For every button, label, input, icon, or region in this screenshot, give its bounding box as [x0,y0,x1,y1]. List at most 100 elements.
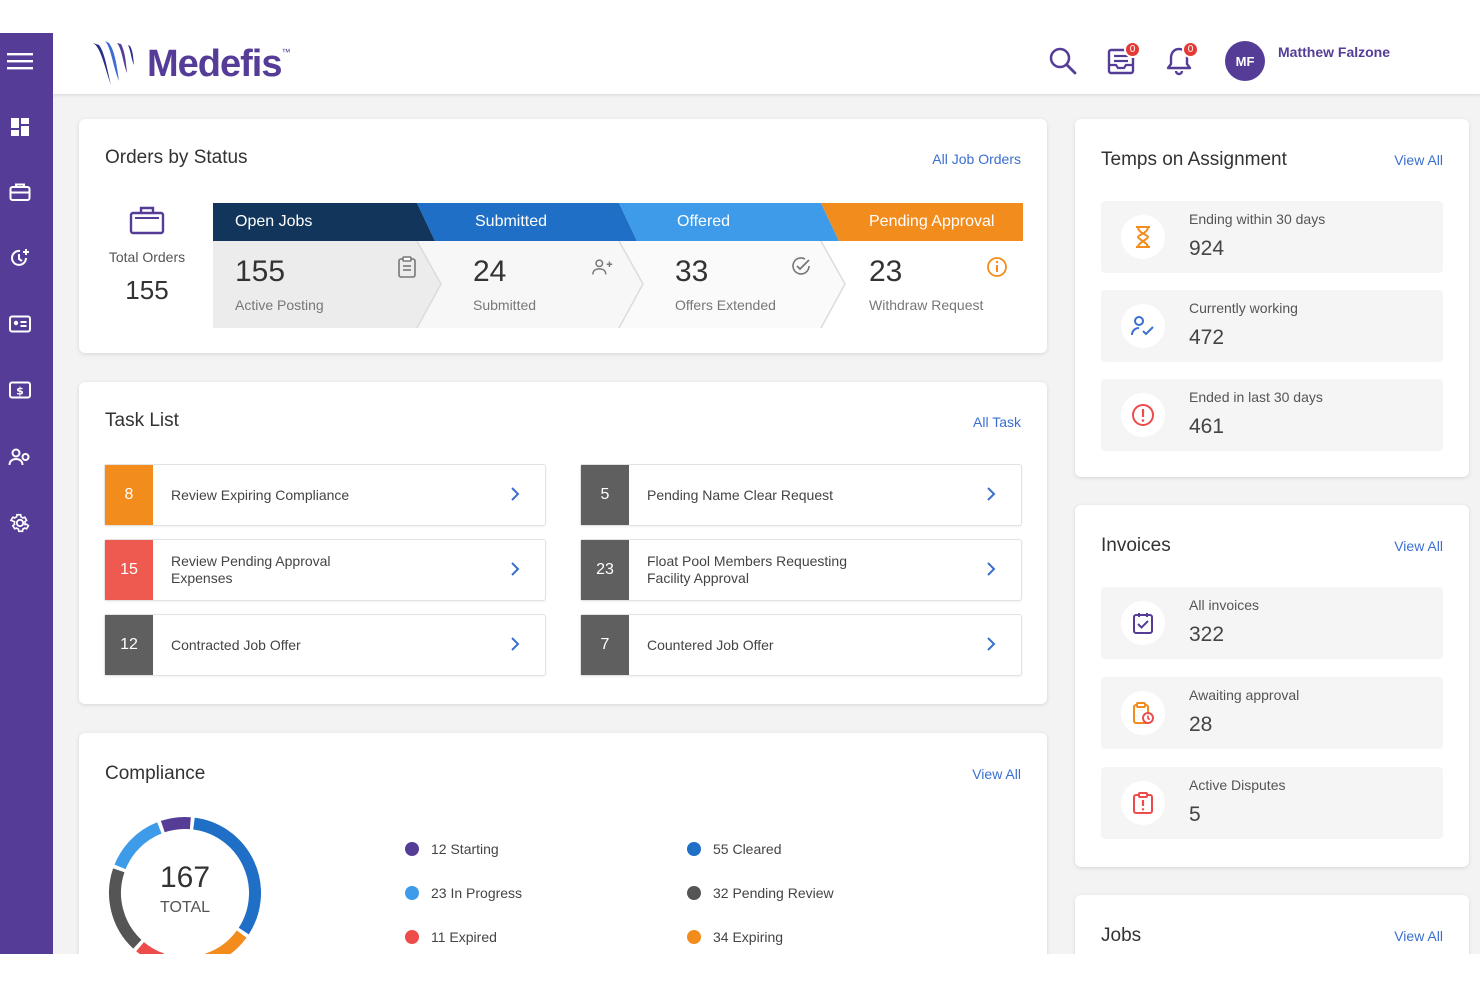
compliance-card: Compliance View All 167 TOTAL 12 Startin… [79,733,1047,954]
stat-label: Currently working [1189,300,1298,316]
stat-value: 924 [1189,237,1225,260]
temps-view-all-link[interactable]: View All [1394,152,1443,168]
users-icon[interactable] [6,443,34,471]
stat-ending-within-30-days[interactable]: Ending within 30 days 924 [1101,201,1443,273]
notifications-button[interactable]: 0 [1161,41,1199,79]
offered-value: 33 [675,255,709,288]
stat-ended-in-last-30-days[interactable]: Ended in last 30 days 461 [1101,379,1443,451]
task-count: 23 [581,540,629,600]
calendar-check-icon [1121,601,1165,645]
avatar[interactable]: MF [1225,41,1265,81]
jobs-view-all-link[interactable]: View All [1394,928,1443,944]
chevron-right-icon [511,562,520,576]
dollar-icon[interactable]: $ [6,376,34,404]
compliance-view-all-link[interactable]: View All [972,766,1021,782]
donut-segment [114,822,162,870]
legend-pending-review[interactable]: 32 Pending Review [687,885,834,901]
dashboard-icon[interactable] [6,113,34,141]
stat-all-invoices[interactable]: All invoices 322 [1101,587,1443,659]
task-label: Review Pending Approval Expenses [171,553,331,586]
gear-icon[interactable] [6,509,34,537]
notifications-badge: 0 [1182,41,1199,58]
task-label: Contracted Job Offer [171,636,301,653]
info-icon [987,257,1007,277]
all-job-orders-link[interactable]: All Job Orders [932,151,1021,167]
inbox-button[interactable]: 0 [1103,41,1141,79]
legend-label: 34 Expiring [713,929,784,945]
search-icon[interactable] [1045,43,1081,79]
open-jobs-sub: Active Posting [235,297,324,313]
stat-label: Ending within 30 days [1189,211,1326,227]
all-task-link[interactable]: All Task [973,414,1021,430]
task-review-pending-approval-expenses[interactable]: 15 Review Pending Approval Expenses [104,539,546,601]
segment-open-jobs-header[interactable]: Open Jobs [235,213,313,230]
chevron-right-icon [987,487,996,501]
legend-expired[interactable]: 11 Expired [405,929,497,945]
stat-label: All invoices [1189,597,1260,613]
chevron-right-icon [987,637,996,651]
temps-title: Temps on Assignment [1101,149,1287,170]
stat-value: 461 [1189,415,1225,438]
stat-value: 322 [1189,623,1225,646]
stat-value: 5 [1189,803,1201,826]
task-label: Pending Name Clear Request [647,486,833,503]
legend-cleared[interactable]: 55 Cleared [687,841,782,857]
segment-offered[interactable]: 33 Offers Extended [653,241,821,328]
task-pending-name-clear-request[interactable]: 5 Pending Name Clear Request [580,464,1022,526]
segment-submitted-header[interactable]: Submitted [475,213,548,230]
stat-value: 28 [1189,713,1213,736]
task-count: 12 [105,615,153,675]
invoices-title: Invoices [1101,535,1171,556]
task-countered-job-offer[interactable]: 7 Countered Job Offer [580,614,1022,676]
segment-pending-approval[interactable]: 23 Withdraw Request [847,241,1023,328]
task-contracted-job-offer[interactable]: 12 Contracted Job Offer [104,614,546,676]
medefis-logo[interactable]: Medefis ™ [91,39,290,89]
user-name[interactable]: Matthew Falzone [1278,44,1391,60]
stat-currently-working[interactable]: Currently working 472 [1101,290,1443,362]
pipeline-background [213,203,1023,329]
chevron-right-icon [511,637,520,651]
medefis-logo-mark [93,41,134,85]
task-label: Float Pool Members Requesting Facility A… [647,553,847,586]
invoices-view-all-link[interactable]: View All [1394,538,1443,554]
task-float-pool-members[interactable]: 23 Float Pool Members Requesting Facilit… [580,539,1022,601]
users-add-icon [592,259,613,275]
segment-open-jobs[interactable]: 155 Active Posting [213,241,417,328]
task-label: Countered Job Offer [647,636,774,653]
clipboard-clock-icon [1121,691,1165,735]
inbox-icon [1107,48,1135,75]
task-count: 8 [105,465,153,525]
legend-starting[interactable]: 12 Starting [405,841,499,857]
clock-add-icon[interactable] [6,244,34,272]
task-count: 5 [581,465,629,525]
id-card-icon[interactable] [6,310,34,338]
sidebar: $ [0,33,53,954]
orders-by-status-card: Orders by Status All Job Orders Total Or… [79,119,1047,353]
task-count: 7 [581,615,629,675]
legend-in-progress[interactable]: 23 In Progress [405,885,522,901]
segment-submitted[interactable]: 24 Submitted [451,241,619,328]
menu-icon[interactable] [6,47,34,75]
segment-pending-approval-header[interactable]: Pending Approval [869,213,995,230]
total-orders-label: Total Orders [108,249,186,265]
task-review-expiring-compliance[interactable]: 8 Review Expiring Compliance [104,464,546,526]
task-list-title: Task List [105,410,179,431]
legend-dot [405,886,419,900]
legend-expiring[interactable]: 34 Expiring [687,929,783,945]
top-header: Medefis ™ 0 0 MF Matthew Falzone [53,33,1480,95]
stat-active-disputes[interactable]: Active Disputes 5 [1101,767,1443,839]
legend-dot [405,842,419,856]
donut-segment [193,817,261,935]
briefcase-icon[interactable] [6,178,34,206]
open-jobs-value: 155 [235,255,286,288]
hourglass-icon [1121,215,1165,259]
invoices-card: Invoices View All All invoices 322 Await… [1075,505,1469,867]
legend-label: 55 Cleared [713,841,782,857]
segment-offered-header[interactable]: Offered [677,213,731,230]
compliance-total-value: 167 [159,861,211,894]
stat-awaiting-approval[interactable]: Awaiting approval 28 [1101,677,1443,749]
user-check-icon [1121,304,1165,348]
submitted-value: 24 [473,255,507,288]
jobs-title: Jobs [1101,925,1142,946]
svg-text:$: $ [16,385,24,398]
